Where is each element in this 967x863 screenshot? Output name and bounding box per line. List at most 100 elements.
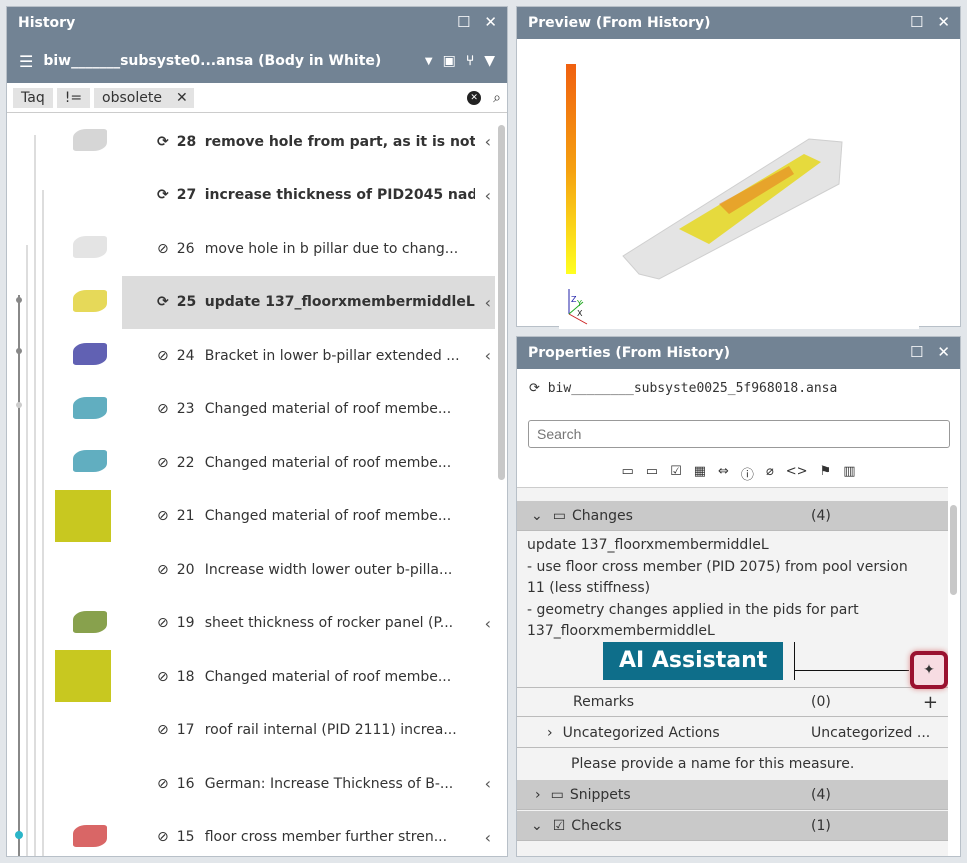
branch-graph xyxy=(15,135,44,856)
checkbox-icon[interactable]: ☑ xyxy=(670,464,682,479)
info-icon[interactable]: ⓘ xyxy=(740,468,754,483)
sync-icon: ⟳ xyxy=(529,381,548,396)
check-circle-icon: ⊘ xyxy=(157,561,169,578)
add-remark-icon[interactable]: + xyxy=(922,691,938,713)
item-number: 18 xyxy=(176,668,195,685)
item-text: remove hole from part, as it is not. xyxy=(204,133,475,150)
properties-titlebar: Properties (From History) ☐ ✕ xyxy=(517,337,960,369)
chevron-left-icon[interactable]: ‹ xyxy=(484,132,491,152)
history-list[interactable]: ⟳ 28 remove hole from part, as it is not. ‹… xyxy=(7,115,495,856)
item-number: 25 xyxy=(176,294,197,311)
chevron-right-icon[interactable]: › xyxy=(547,724,553,741)
grid-icon[interactable]: ▦ xyxy=(693,464,707,479)
legend-bar xyxy=(566,64,576,274)
history-item[interactable]: ⊘ 26 move hole in b pillar due to chang... xyxy=(7,222,495,276)
history-scrollbar[interactable] xyxy=(498,125,505,480)
close-icon[interactable]: ✕ xyxy=(937,13,950,31)
check-circle-icon: ⊘ xyxy=(157,829,169,846)
clear-icon[interactable]: ✕ xyxy=(467,90,482,105)
item-number: 19 xyxy=(176,615,195,632)
history-item[interactable]: ⊘ 24 Bracket in lower b-pillar extended ..… xyxy=(7,329,495,383)
thumbnail xyxy=(55,173,115,219)
item-number: 24 xyxy=(176,347,195,364)
item-number: 27 xyxy=(176,187,197,204)
history-panel: History ☐ ✕ ☰ biw_______subsyste0...ansa … xyxy=(6,6,508,857)
link-icon[interactable]: ⇔ xyxy=(718,464,729,479)
close-icon[interactable]: ✕ xyxy=(937,343,950,361)
chevron-left-icon[interactable]: ‹ xyxy=(484,185,491,205)
history-item[interactable]: ⊘ 19 sheet thickness of rocker panel (P...… xyxy=(7,597,495,651)
model-selector[interactable]: biw_______subsyste0...ansa (Body in Whit… xyxy=(43,53,382,69)
filter-field[interactable]: Taq xyxy=(13,87,53,108)
list-icon[interactable]: ☰ xyxy=(19,51,34,71)
flag-icon[interactable]: ⚑ xyxy=(819,464,832,479)
chevron-down-icon[interactable]: ⌄ xyxy=(531,507,543,524)
image-icon[interactable]: ▣ xyxy=(442,53,456,69)
chevron-left-icon[interactable]: ‹ xyxy=(484,774,491,794)
properties-tree: ⌄ ▭ Changes (4) update 137_floorxmemberm… xyxy=(517,487,948,856)
history-item[interactable]: ⟳ 27 increase thickness of PID2045 nad. ‹ xyxy=(7,169,495,223)
thumbnail xyxy=(55,333,115,379)
branch-icon[interactable]: ⑂ xyxy=(465,53,475,69)
section-checks[interactable]: ⌄ ☑ Checks (1) xyxy=(517,811,948,841)
history-item[interactable]: ⊘ 18 Changed material of roof membe... xyxy=(7,650,495,704)
check-circle-icon: ⊘ xyxy=(157,240,169,257)
properties-scrollbar[interactable] xyxy=(950,505,957,595)
maximize-icon[interactable]: ☐ xyxy=(909,13,924,31)
history-item[interactable]: ⊘ 17 roof rail internal (PID 2111) increa.… xyxy=(7,704,495,758)
chevron-left-icon[interactable]: ‹ xyxy=(484,346,491,366)
history-item[interactable]: ⟳ 25 update 137_floorxmembermiddleL ‹ xyxy=(73,275,495,329)
filter-value[interactable]: obsolete xyxy=(94,87,170,108)
history-item[interactable]: ⊘ 23 Changed material of roof membe... xyxy=(7,383,495,437)
preview-panel: Preview (From History) ☐ ✕ Z Y X xyxy=(516,6,961,329)
changes-count: (4) xyxy=(811,507,831,524)
thumbnail xyxy=(55,119,115,165)
thumbnail xyxy=(55,387,115,433)
close-icon[interactable]: ✕ xyxy=(484,13,497,31)
changes-label: Changes xyxy=(571,507,633,524)
axis-x: X xyxy=(577,309,583,318)
section-remarks[interactable]: Remarks (0) + xyxy=(517,687,948,717)
history-item[interactable]: ⊘ 20 Increase width lower outer b-pilla... xyxy=(7,543,495,597)
filter-operator[interactable]: != xyxy=(56,87,91,108)
preview-titlebar: Preview (From History) ☐ ✕ xyxy=(517,7,960,39)
comment-icon[interactable]: ▭ xyxy=(621,464,634,479)
history-item[interactable]: ⟳ 28 remove hole from part, as it is not. ‹ xyxy=(7,115,495,169)
history-item[interactable]: ⊘ 15 floor cross member further stren... ‹ xyxy=(7,811,495,857)
attachment-icon[interactable]: ⌀ xyxy=(765,464,774,479)
item-text: move hole in b pillar due to chang... xyxy=(204,240,459,257)
item-text: update 137_floorxmembermiddleL xyxy=(204,294,475,311)
section-uncategorized[interactable]: › Uncategorized Actions Uncategorized ..… xyxy=(517,718,948,748)
check-circle-icon: ⊘ xyxy=(157,347,169,364)
maximize-icon[interactable]: ☐ xyxy=(456,13,471,31)
filter-bar[interactable]: Taq != obsolete ✕ ✕ ⌕ xyxy=(7,83,507,113)
chevron-down-icon[interactable]: ⌄ xyxy=(531,817,543,834)
item-number: 20 xyxy=(176,561,195,578)
preview-title: Preview (From History) xyxy=(528,15,711,31)
section-changes[interactable]: ⌄ ▭ Changes (4) xyxy=(517,501,948,531)
ai-assistant-button[interactable]: ✦ xyxy=(910,651,948,689)
preview-image: Z Y X xyxy=(559,44,919,329)
search-icon[interactable]: ⌕ xyxy=(493,89,501,106)
section-snippets[interactable]: › ▭ Snippets (4) xyxy=(517,780,948,810)
chevron-right-icon[interactable]: › xyxy=(535,786,541,803)
code-icon[interactable]: <> xyxy=(785,464,808,479)
comment-icon: ▭ xyxy=(552,507,566,524)
history-item[interactable]: ⊘ 21 Changed material of roof membe... xyxy=(7,489,495,544)
filter-icon[interactable]: ▼ xyxy=(484,53,495,69)
item-text: German: Increase Thickness of B-... xyxy=(204,775,454,792)
search-input[interactable] xyxy=(528,420,950,448)
chevron-left-icon[interactable]: ‹ xyxy=(484,613,491,633)
snippet-icon[interactable]: ▭ xyxy=(645,464,659,479)
dropdown-icon[interactable]: ▼ xyxy=(424,55,433,67)
barcode-icon[interactable]: ▥ xyxy=(843,464,856,479)
item-number: 26 xyxy=(176,240,195,257)
history-item[interactable]: ⊘ 22 Changed material of roof membe... xyxy=(7,436,495,490)
maximize-icon[interactable]: ☐ xyxy=(909,343,924,361)
thumbnail xyxy=(55,547,115,593)
sync-icon: ⟳ xyxy=(157,187,169,204)
chevron-left-icon[interactable]: ‹ xyxy=(484,827,491,847)
remove-filter-icon[interactable]: ✕ xyxy=(169,87,194,108)
history-item[interactable]: ⊘ 16 German: Increase Thickness of B-... ‹ xyxy=(7,757,495,811)
chevron-left-icon[interactable]: ‹ xyxy=(484,292,491,312)
